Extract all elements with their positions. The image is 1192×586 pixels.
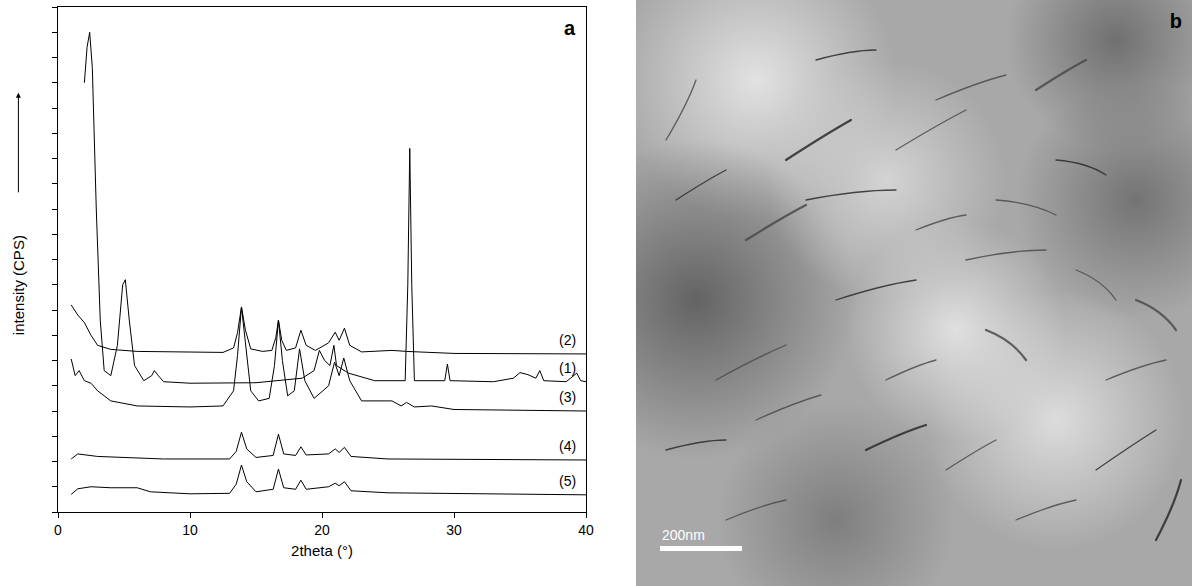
- svg-text:(2): (2): [559, 332, 576, 348]
- svg-text:30: 30: [446, 522, 462, 538]
- svg-text:(5): (5): [559, 473, 576, 489]
- svg-text:40: 40: [578, 522, 594, 538]
- svg-text:(1): (1): [559, 360, 576, 376]
- svg-text:0: 0: [54, 522, 62, 538]
- svg-text:2theta (°): 2theta (°): [291, 542, 353, 559]
- svg-text:b: b: [1170, 10, 1182, 32]
- svg-text:a: a: [564, 17, 576, 39]
- svg-text:(3): (3): [559, 389, 576, 405]
- svg-text:intensity (CPS): intensity (CPS): [10, 235, 27, 335]
- svg-text:20: 20: [314, 522, 330, 538]
- svg-text:10: 10: [182, 522, 198, 538]
- svg-text:(4): (4): [559, 438, 576, 454]
- svg-text:200nm: 200nm: [662, 527, 705, 543]
